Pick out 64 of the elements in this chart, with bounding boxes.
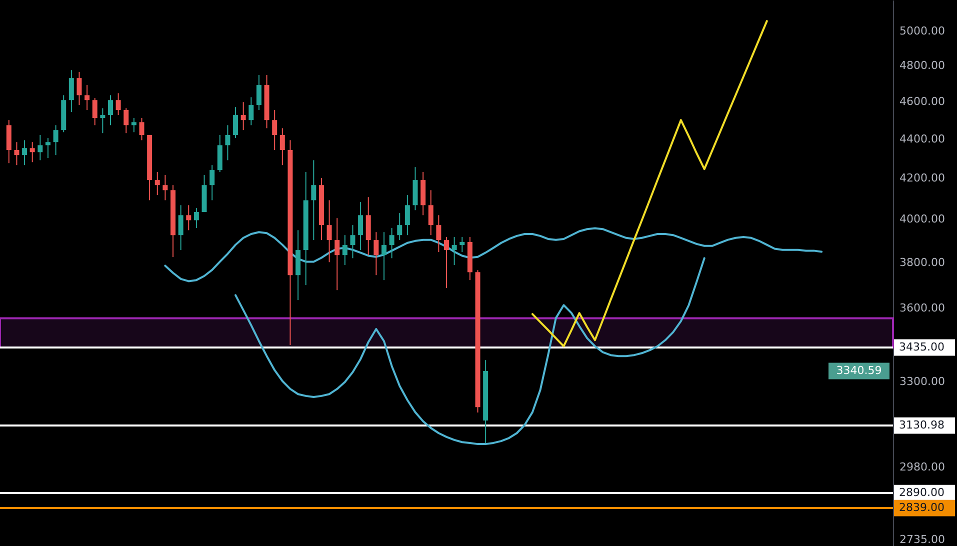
candlestick xyxy=(162,174,168,201)
candlestick xyxy=(154,172,160,196)
candlestick xyxy=(452,236,457,266)
candlestick xyxy=(68,70,74,113)
candlestick xyxy=(194,208,199,229)
candlestick xyxy=(14,142,20,166)
candlestick xyxy=(326,200,332,263)
y-tick-label: 4000.00 xyxy=(900,212,945,226)
candlestick xyxy=(22,140,28,166)
line-series xyxy=(531,20,768,348)
candlestick xyxy=(108,94,113,126)
candlestick xyxy=(240,102,246,131)
candlestick xyxy=(84,84,90,111)
candlestick xyxy=(256,74,262,111)
candlestick xyxy=(460,236,465,253)
candlestick xyxy=(186,204,192,231)
y-tick-label: 3300.00 xyxy=(900,374,945,388)
candlestick xyxy=(53,124,58,156)
candlestick xyxy=(374,232,379,276)
ref-line-label: 3130.98 xyxy=(899,418,944,432)
line-series xyxy=(164,227,823,282)
candlestick xyxy=(428,190,434,236)
candlestick xyxy=(178,204,184,251)
ref-line-label: 2890.00 xyxy=(899,486,944,500)
candlestick xyxy=(350,224,356,259)
candlestick xyxy=(342,234,348,266)
candlestick xyxy=(444,236,449,289)
y-tick-label: 4600.00 xyxy=(900,94,945,108)
candlestick xyxy=(131,118,136,133)
candlestick xyxy=(272,110,278,151)
y-tick-label: 3800.00 xyxy=(900,256,945,269)
candlestick xyxy=(38,134,43,161)
ref-line-label: 3435.00 xyxy=(899,340,944,354)
candlestick xyxy=(404,194,410,236)
candlestick xyxy=(92,98,98,126)
y-tick-label: 3600.00 xyxy=(900,301,945,314)
candlestick xyxy=(397,212,402,241)
candlestick xyxy=(381,232,386,281)
candlestick xyxy=(311,160,316,241)
y-tick-label: 5000.00 xyxy=(900,24,945,38)
candlestick xyxy=(334,218,340,291)
candlestick xyxy=(45,138,50,159)
annotation: 3340.59 xyxy=(836,364,882,377)
candlestick xyxy=(210,164,215,201)
y-tick-label: 4400.00 xyxy=(900,132,945,146)
ref-line-label: 2839.00 xyxy=(899,501,944,514)
y-tick-label: 4800.00 xyxy=(900,59,945,72)
y-tick-label: 4200.00 xyxy=(900,172,945,185)
candlestick xyxy=(280,128,285,166)
y-tick-label: 2735.00 xyxy=(900,533,945,546)
candlestick xyxy=(248,96,254,126)
candlestick xyxy=(139,118,144,141)
candlestick xyxy=(124,108,129,134)
candlestick xyxy=(30,142,35,163)
candlestick xyxy=(436,214,442,253)
candlestick xyxy=(76,72,82,106)
candlestick xyxy=(100,108,106,134)
y-tick-label: 2980.00 xyxy=(900,460,945,474)
candlestick xyxy=(358,202,364,251)
line-series xyxy=(234,257,706,446)
candlestick xyxy=(225,124,230,161)
candlestick xyxy=(116,92,121,116)
candlestick xyxy=(389,228,394,259)
candlestick xyxy=(233,106,238,139)
